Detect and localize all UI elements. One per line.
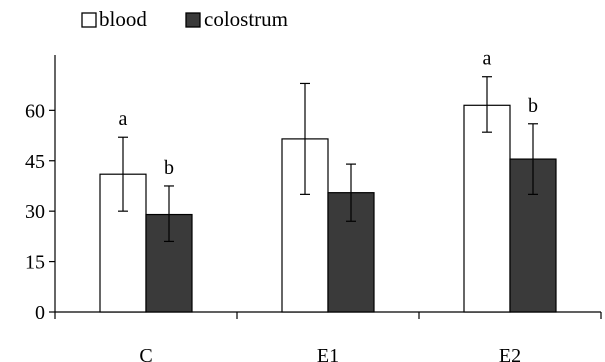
significance-letter: b <box>528 95 538 117</box>
legend-swatch-colostrum <box>185 12 201 28</box>
y-tick-label: 60 <box>25 100 45 122</box>
legend-label-colostrum: colostrum <box>204 7 288 31</box>
significance-letter: a <box>119 108 128 130</box>
x-tick-label: C <box>139 345 152 362</box>
error-bars <box>118 76 538 243</box>
legend: blood colostrum <box>81 7 288 31</box>
y-tick-label: 45 <box>25 151 45 173</box>
significance-letter: a <box>483 48 492 70</box>
bars <box>99 104 557 313</box>
y-tick-label: 0 <box>35 302 45 324</box>
y-tick-label: 30 <box>25 201 45 223</box>
legend-swatch-blood <box>81 12 97 28</box>
significance-letters: a a b b <box>119 48 538 179</box>
bar-blood-E2 <box>463 104 511 313</box>
x-tick-label: E2 <box>499 345 521 362</box>
legend-label-blood: blood <box>99 7 147 31</box>
significance-letter: b <box>164 157 174 179</box>
x-tick-label: E1 <box>317 345 339 362</box>
y-ticks: 0 15 30 45 60 <box>25 100 55 324</box>
x-ticks: C E1 E2 <box>54 312 602 362</box>
y-tick-label: 15 <box>25 252 45 274</box>
